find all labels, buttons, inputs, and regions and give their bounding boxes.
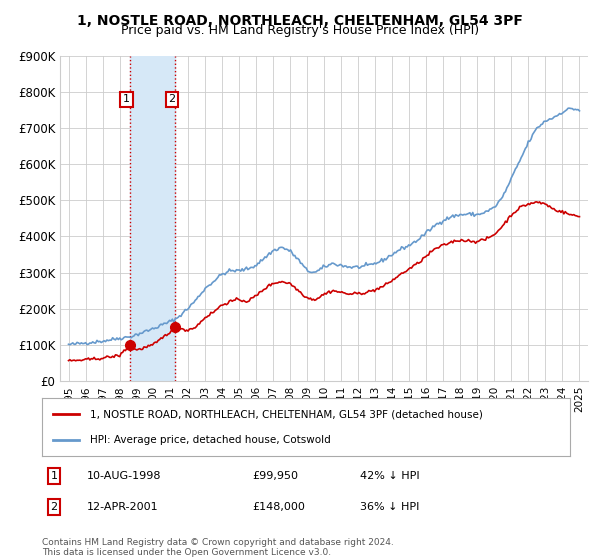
Text: £99,950: £99,950 (252, 471, 298, 481)
Bar (130, 56, 175, 381)
Text: 2: 2 (169, 94, 176, 104)
Text: 1, NOSTLE ROAD, NORTHLEACH, CHELTENHAM, GL54 3PF (detached house): 1, NOSTLE ROAD, NORTHLEACH, CHELTENHAM, … (89, 409, 482, 419)
Text: £148,000: £148,000 (252, 502, 305, 512)
Text: 12-APR-2001: 12-APR-2001 (87, 502, 158, 512)
Text: 1, NOSTLE ROAD, NORTHLEACH, CHELTENHAM, GL54 3PF: 1, NOSTLE ROAD, NORTHLEACH, CHELTENHAM, … (77, 14, 523, 28)
Text: Price paid vs. HM Land Registry's House Price Index (HPI): Price paid vs. HM Land Registry's House … (121, 24, 479, 37)
Text: 2: 2 (50, 502, 58, 512)
Text: HPI: Average price, detached house, Cotswold: HPI: Average price, detached house, Cots… (89, 435, 330, 445)
Text: 42% ↓ HPI: 42% ↓ HPI (360, 471, 419, 481)
Text: 10-AUG-1998: 10-AUG-1998 (87, 471, 161, 481)
Text: 1: 1 (123, 94, 130, 104)
Text: 1: 1 (50, 471, 58, 481)
Text: 36% ↓ HPI: 36% ↓ HPI (360, 502, 419, 512)
Text: Contains HM Land Registry data © Crown copyright and database right 2024.
This d: Contains HM Land Registry data © Crown c… (42, 538, 394, 557)
